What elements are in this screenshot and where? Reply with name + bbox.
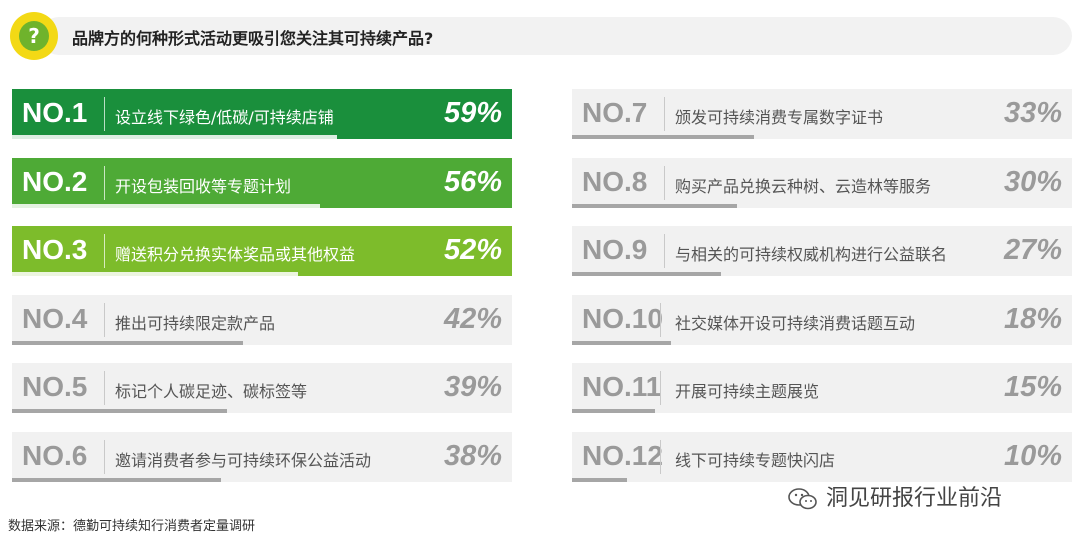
rank-label: 设立线下绿色/低碳/可持续店铺: [115, 108, 334, 127]
rank-number: NO.10: [582, 302, 663, 334]
rank-divider: [104, 97, 105, 131]
rank-number: NO.8: [582, 165, 648, 197]
rank-value: 30%: [1003, 165, 1062, 198]
rank-card-9: NO.9 与相关的可持续权威机构进行公益联名 27%: [572, 226, 1072, 276]
rank-bar: [572, 340, 671, 345]
rank-bar: [12, 409, 227, 413]
rank-card-5: NO.5 标记个人碳足迹、碳标签等 39%: [12, 363, 512, 413]
rank-label: 购买产品兑换云种树、云造林等服务: [675, 176, 932, 196]
rank-value: 38%: [443, 439, 502, 472]
rank-divider: [104, 302, 105, 337]
rank-card-1: NO.1 设立线下绿色/低碳/可持续店铺 59%: [12, 89, 512, 139]
rank-value: 39%: [443, 371, 502, 403]
rank-label: 社交媒体开设可持续消费话题互动: [675, 313, 916, 333]
rank-number: NO.12: [582, 439, 663, 471]
rank-bar: [12, 135, 337, 139]
rank-number: NO.7: [582, 97, 648, 128]
rank-label: 颁发可持续消费专属数字证书: [675, 108, 884, 127]
rank-bar: [12, 477, 221, 482]
question-mark-icon: ?: [19, 21, 49, 51]
rank-number: NO.4: [22, 302, 88, 334]
rank-value: 10%: [1003, 439, 1062, 472]
rank-bar: [572, 409, 655, 413]
rank-divider: [104, 165, 105, 200]
question-title: 品牌方的何种形式活动更吸引您关注其可持续产品?: [72, 29, 434, 48]
rank-divider: [664, 234, 665, 268]
rank-card-8: NO.8 购买产品兑换云种树、云造林等服务 30%: [572, 157, 1072, 208]
rank-label: 与相关的可持续权威机构进行公益联名: [675, 245, 948, 264]
rank-card-2: NO.2 开设包装回收等专题计划 56%: [12, 157, 512, 208]
rank-divider: [660, 439, 661, 474]
rank-bar: [572, 272, 721, 276]
rank-card-7: NO.7 颁发可持续消费专属数字证书 33%: [572, 89, 1072, 139]
rank-value: 52%: [443, 234, 502, 266]
source-note: 数据来源：德勤可持续知行消费者定量调研: [8, 519, 256, 534]
rank-label: 邀请消费者参与可持续环保公益活动: [115, 450, 372, 470]
question-header: ? 品牌方的何种形式活动更吸引您关注其可持续产品?: [10, 12, 1072, 60]
rank-bar: [572, 203, 737, 208]
rank-value: 42%: [443, 302, 502, 335]
rank-divider: [664, 97, 665, 131]
rank-bar: [12, 272, 298, 276]
watermark-text: 洞见研报行业前沿: [826, 486, 1003, 511]
rank-label: 线下可持续专题快闪店: [675, 450, 836, 470]
rank-number: NO.6: [22, 439, 88, 471]
question-badge: ?: [10, 12, 58, 60]
rank-number: NO.3: [22, 234, 88, 265]
rank-value: 15%: [1003, 371, 1062, 403]
watermark: 洞见研报行业前沿: [788, 480, 1002, 512]
rank-number: NO.11: [582, 371, 662, 402]
wechat-icon: [788, 488, 817, 510]
rank-divider: [104, 371, 105, 405]
rank-label: 推出可持续限定款产品: [115, 313, 276, 333]
rank-label: 赠送积分兑换实体奖品或其他权益: [115, 245, 356, 264]
rank-card-3: NO.3 赠送积分兑换实体奖品或其他权益 52%: [12, 226, 512, 276]
rank-card-12: NO.12 线下可持续专题快闪店 10%: [572, 431, 1072, 482]
rank-value: 59%: [443, 97, 502, 129]
rank-divider: [660, 371, 661, 405]
rank-bar: [572, 477, 627, 482]
rank-divider: [660, 302, 661, 337]
rank-card-6: NO.6 邀请消费者参与可持续环保公益活动 38%: [12, 431, 512, 482]
rank-bar: [572, 135, 754, 139]
rank-divider: [104, 439, 105, 474]
rank-label: 开设包装回收等专题计划: [115, 176, 292, 196]
rank-card-11: NO.11 开展可持续主题展览 15%: [572, 363, 1072, 413]
rank-label: 标记个人碳足迹、碳标签等: [115, 382, 308, 401]
rank-value: 27%: [1003, 234, 1062, 266]
rank-number: NO.9: [582, 234, 648, 265]
rank-number: NO.5: [22, 371, 88, 402]
rank-divider: [104, 234, 105, 268]
rank-label: 开展可持续主题展览: [675, 382, 820, 401]
rank-card-10: NO.10 社交媒体开设可持续消费话题互动 18%: [572, 294, 1072, 345]
rank-value: 56%: [443, 165, 502, 198]
rank-bar: [12, 203, 320, 208]
rank-value: 18%: [1003, 302, 1062, 335]
rank-bar: [12, 340, 243, 345]
rank-number: NO.1: [22, 97, 88, 128]
rank-value: 33%: [1003, 97, 1062, 129]
rank-divider: [664, 165, 665, 200]
rank-card-4: NO.4 推出可持续限定款产品 42%: [12, 294, 512, 345]
rank-number: NO.2: [22, 165, 88, 197]
